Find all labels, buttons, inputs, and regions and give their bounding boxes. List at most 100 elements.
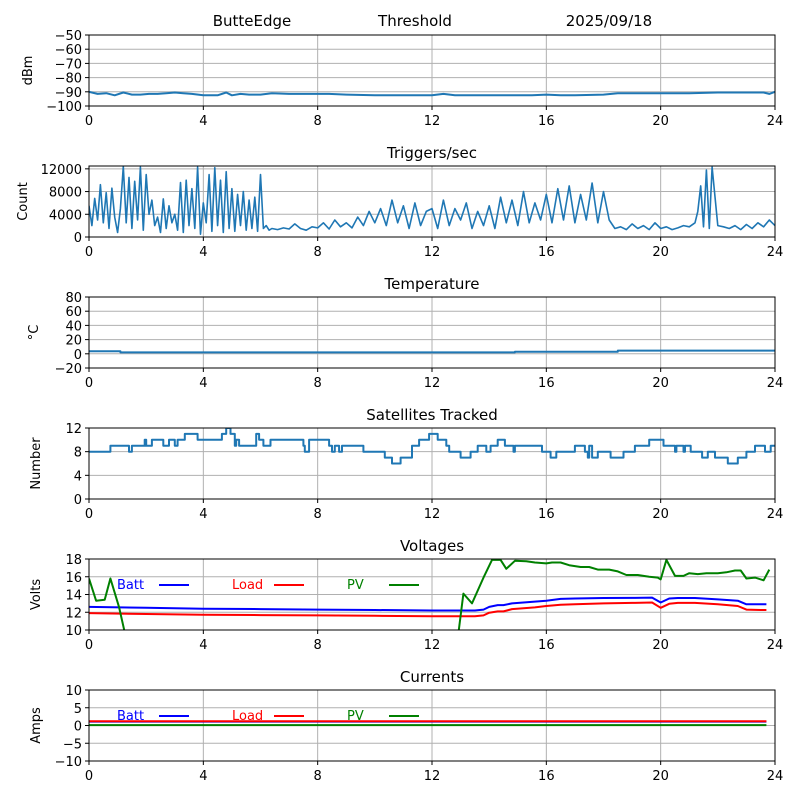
y-tick-label: −5 (63, 737, 82, 752)
x-tick-label: 4 (199, 245, 207, 260)
header-date: 2025/09/18 (566, 12, 652, 30)
y-tick-label: 12000 (41, 163, 82, 178)
x-tick-label: 24 (767, 114, 784, 129)
x-tick-label: 24 (767, 376, 784, 391)
x-tick-label: 0 (85, 245, 93, 260)
x-tick-label: 4 (199, 638, 207, 653)
y-tick-label: −100 (46, 100, 82, 115)
y-tick-label: −70 (55, 57, 82, 72)
y-tick-label: −20 (55, 362, 82, 377)
x-tick-label: 16 (538, 245, 555, 260)
header-station: ButteEdge (213, 12, 292, 30)
legend-label-batt: Batt (117, 578, 144, 593)
legend-label-batt: Batt (117, 709, 144, 724)
x-tick-label: 12 (424, 245, 441, 260)
series-line-load (89, 601, 767, 618)
y-tick-label: 18 (65, 553, 82, 568)
series-line-temperature (89, 349, 775, 354)
series-line-rssi (89, 90, 775, 97)
x-tick-label: 20 (652, 376, 669, 391)
y-tick-label: 4000 (49, 208, 82, 223)
series-line-pv (89, 559, 771, 630)
x-tick-label: 16 (538, 638, 555, 653)
panel-satellites: 0 4 8 12 16 20 24 0 4 8 12 Satellites Tracked Number (29, 406, 783, 522)
y-tick-label: −80 (55, 72, 82, 87)
y-tick-label: 16 (65, 571, 82, 586)
y-axis-label: Count (16, 182, 31, 221)
x-tick-label: 8 (314, 507, 322, 522)
x-tick-label: 20 (652, 114, 669, 129)
x-tick-label: 8 (314, 638, 322, 653)
y-tick-label: 8000 (49, 186, 82, 201)
x-tick-label: 0 (85, 114, 93, 129)
y-tick-label: 0 (74, 348, 82, 363)
x-tick-label: 8 (314, 114, 322, 129)
x-tick-label: 24 (767, 638, 784, 653)
x-tick-label: 12 (424, 376, 441, 391)
chart-title: Satellites Tracked (366, 406, 497, 424)
x-tick-label: 4 (199, 507, 207, 522)
x-tick-label: 20 (652, 638, 669, 653)
x-tick-label: 0 (85, 769, 93, 784)
x-tick-label: 12 (424, 114, 441, 129)
y-tick-label: 20 (65, 334, 82, 349)
y-tick-label: −60 (55, 43, 82, 58)
panel-triggers: 0 4 8 12 16 20 24 0 4000 8000 12000 Triggers/sec Cou… (16, 144, 783, 260)
y-tick-label: 60 (65, 305, 82, 320)
x-tick-label: 12 (424, 769, 441, 784)
y-tick-label: 0 (74, 231, 82, 246)
x-tick-label: 4 (199, 769, 207, 784)
legend-label-pv: PV (347, 709, 364, 724)
x-tick-label: 16 (538, 114, 555, 129)
y-tick-label: −10 (55, 755, 82, 770)
y-axis-label: Volts (29, 579, 44, 611)
y-axis-label: Amps (29, 707, 44, 744)
y-tick-label: 40 (65, 319, 82, 334)
y-tick-label: 80 (65, 291, 82, 306)
y-tick-label: 12 (65, 606, 82, 621)
chart-title: Voltages (400, 537, 464, 555)
x-tick-label: 24 (767, 245, 784, 260)
x-tick-label: 16 (538, 769, 555, 784)
header-mode: Threshold (377, 12, 452, 30)
x-tick-label: 24 (767, 507, 784, 522)
x-tick-label: 8 (314, 376, 322, 391)
x-tick-label: 24 (767, 769, 784, 784)
legend-label-pv: PV (347, 578, 364, 593)
y-tick-label: 4 (74, 469, 82, 484)
x-tick-label: 20 (652, 769, 669, 784)
legend-label-load: Load (232, 578, 263, 593)
y-tick-label: 14 (65, 589, 82, 604)
y-tick-label: 0 (74, 720, 82, 735)
y-tick-label: 8 (74, 446, 82, 461)
panel-currents: 0 4 8 12 16 20 24 −10 −5 0 5 10 Currents Amps Batt Load… (29, 668, 783, 784)
y-tick-label: 5 (74, 702, 82, 717)
x-tick-label: 0 (85, 638, 93, 653)
y-tick-label: −90 (55, 86, 82, 101)
legend-label-load: Load (232, 709, 263, 724)
x-tick-label: 4 (199, 376, 207, 391)
x-tick-label: 0 (85, 507, 93, 522)
x-tick-label: 16 (538, 507, 555, 522)
chart-title: Temperature (383, 275, 479, 293)
x-tick-label: 12 (424, 507, 441, 522)
series-line-satellites (89, 428, 775, 465)
y-tick-label: 10 (65, 684, 82, 699)
panel-rssi: 0 4 8 12 16 20 24 −100−90−80−70−60−50 dBm (21, 29, 783, 129)
x-tick-label: 16 (538, 376, 555, 391)
x-tick-label: 8 (314, 245, 322, 260)
y-tick-label: 10 (65, 624, 82, 639)
y-axis-label: Number (29, 437, 44, 490)
x-tick-label: 0 (85, 376, 93, 391)
y-tick-label: −50 (55, 29, 82, 44)
series-line-triggers (89, 166, 775, 235)
y-tick-label: 0 (74, 493, 82, 508)
y-axis-label: °C (27, 325, 42, 341)
x-tick-label: 20 (652, 507, 669, 522)
panel-voltages: 0 4 8 12 16 20 24 10 12 14 16 18 Voltages Volts Batt Lo… (29, 537, 783, 653)
y-tick-label: 12 (65, 422, 82, 437)
x-tick-label: 12 (424, 638, 441, 653)
x-tick-label: 8 (314, 769, 322, 784)
